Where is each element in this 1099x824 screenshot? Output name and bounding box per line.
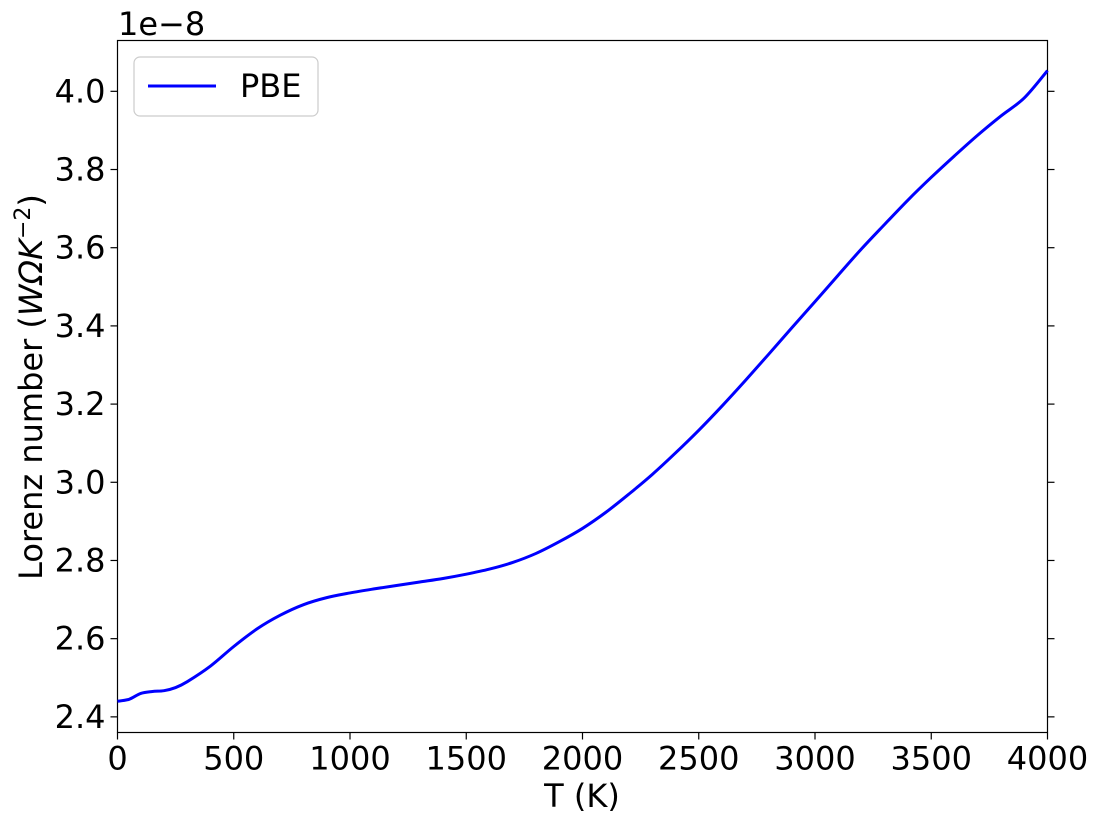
- x-tick-label: 1000: [309, 740, 390, 778]
- x-axis-label: T (K): [543, 777, 620, 815]
- x-tick-label: 0: [107, 740, 127, 778]
- series-layer: [117, 69, 1049, 703]
- y-tick-label: 3.0: [55, 463, 106, 501]
- y-axis-label-exponent: −2: [11, 207, 36, 239]
- x-tick-label: 4000: [1007, 740, 1088, 778]
- y-tick-label: 3.4: [55, 307, 106, 345]
- y-axis-label-text: Lorenz number (: [12, 316, 50, 580]
- y-axis-label: Lorenz number (WΩK−2): [11, 194, 50, 580]
- y-tick-label: 4.0: [55, 72, 106, 110]
- y-tick-label: 2.6: [55, 620, 106, 658]
- x-axis: 0 500 1000 1500 2000 2500 3000 3500 4000: [107, 732, 1088, 778]
- x-tick-label: 500: [203, 740, 264, 778]
- y-tick-label: 2.4: [55, 698, 106, 736]
- x-tick-label: 1500: [426, 740, 507, 778]
- y-tick-label: 3.2: [55, 385, 106, 423]
- y-tick-label: 2.8: [55, 541, 106, 579]
- x-tick-label: 3500: [891, 740, 972, 778]
- y-axis-label-close: ): [12, 194, 50, 206]
- x-tick-label: 2500: [658, 740, 739, 778]
- y-tick-label: 3.6: [55, 229, 106, 267]
- y-tick-label: 3.8: [55, 151, 106, 189]
- legend-label-pbe: PBE: [240, 67, 301, 105]
- legend: PBE: [133, 56, 319, 117]
- series-line-pbe: [117, 69, 1049, 703]
- x-tick-label: 3000: [774, 740, 855, 778]
- y-axis-label-unit: WΩK: [12, 236, 50, 316]
- x-tick-label: 2000: [542, 740, 623, 778]
- legend-box: [133, 56, 319, 117]
- y-offset-text: 1e−8: [118, 5, 205, 43]
- y-axis: 2.4 2.6 2.8 3.0 3.2 3.4 3.6 3.8 4.0: [55, 72, 1055, 736]
